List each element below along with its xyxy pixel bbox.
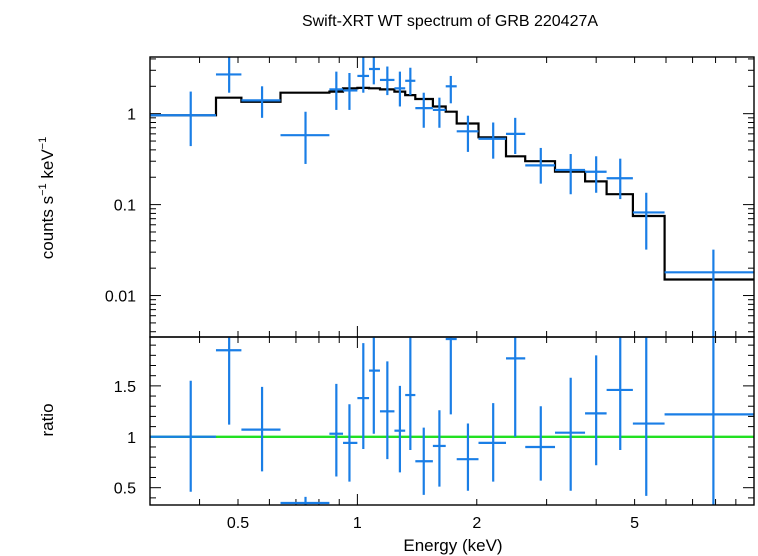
data-point bbox=[280, 111, 330, 164]
data-point bbox=[405, 67, 416, 96]
data-point bbox=[555, 377, 586, 491]
ylabel-counts: counts s bbox=[38, 196, 57, 259]
data-point bbox=[394, 71, 406, 107]
model-step-line bbox=[150, 86, 754, 281]
y-tick-label: 1 bbox=[127, 430, 136, 447]
data-point bbox=[241, 86, 281, 118]
data-point bbox=[506, 117, 526, 155]
data-point bbox=[664, 337, 754, 505]
x-axis-label: Energy (keV) bbox=[403, 536, 502, 555]
data-point bbox=[280, 496, 330, 505]
data-point bbox=[343, 404, 358, 482]
data-point bbox=[632, 192, 665, 250]
data-point bbox=[432, 97, 446, 128]
data-point bbox=[215, 57, 242, 93]
data-point bbox=[555, 154, 586, 195]
data-point bbox=[632, 337, 665, 496]
chart-title: Swift-XRT WT spectrum of GRB 220427A bbox=[302, 13, 598, 30]
data-point bbox=[478, 122, 507, 159]
spectrum-panel: 0.01 0.1 1 bbox=[105, 56, 755, 338]
ratio-panel: 0.5 1 1.5 0.5 1 2 5 bbox=[114, 336, 755, 532]
ylabel-kev: keV bbox=[38, 149, 57, 184]
data-point bbox=[664, 249, 754, 337]
ratio-y-axis-label: ratio bbox=[38, 403, 57, 436]
data-point bbox=[445, 75, 457, 104]
y-tick-label: 1 bbox=[127, 107, 136, 124]
data-point bbox=[369, 337, 380, 434]
data-point bbox=[415, 92, 433, 128]
data-point bbox=[329, 383, 344, 477]
x-tick-label: 1 bbox=[353, 515, 362, 532]
x-tick-label: 0.5 bbox=[227, 515, 249, 532]
data-point bbox=[357, 57, 370, 93]
ylabel-sup1: −1 bbox=[37, 183, 49, 196]
data-point bbox=[585, 156, 607, 193]
ylabel-sup2: −1 bbox=[37, 137, 49, 150]
data-point bbox=[343, 73, 358, 110]
data-point bbox=[215, 337, 242, 425]
data-point bbox=[606, 158, 633, 200]
data-point bbox=[585, 355, 607, 466]
y-tick-label: 1.5 bbox=[114, 379, 136, 396]
data-point bbox=[606, 337, 633, 451]
data-point bbox=[357, 343, 370, 449]
data-point bbox=[445, 337, 457, 415]
data-point bbox=[241, 386, 281, 472]
data-point bbox=[405, 337, 416, 451]
x-tick-label: 5 bbox=[630, 515, 639, 532]
data-point bbox=[456, 423, 479, 491]
panel-frame bbox=[149, 336, 755, 506]
data-point bbox=[506, 337, 526, 437]
data-point bbox=[150, 91, 216, 147]
spectrum-y-axis-label: counts s−1 keV−1 bbox=[37, 137, 57, 259]
y-tick-label: 0.1 bbox=[114, 198, 136, 215]
data-point bbox=[478, 403, 507, 482]
data-point bbox=[432, 410, 446, 487]
data-point bbox=[394, 385, 406, 473]
data-point bbox=[379, 361, 395, 460]
data-point bbox=[379, 66, 395, 96]
data-point bbox=[525, 406, 556, 481]
data-point bbox=[150, 380, 216, 492]
data-point bbox=[329, 71, 344, 110]
data-point bbox=[456, 115, 479, 152]
x-tick-label: 2 bbox=[472, 515, 481, 532]
data-point bbox=[415, 427, 433, 495]
data-point bbox=[525, 147, 556, 184]
data-point bbox=[369, 57, 380, 85]
y-tick-label: 0.5 bbox=[114, 481, 136, 498]
y-tick-label: 0.01 bbox=[105, 289, 136, 306]
